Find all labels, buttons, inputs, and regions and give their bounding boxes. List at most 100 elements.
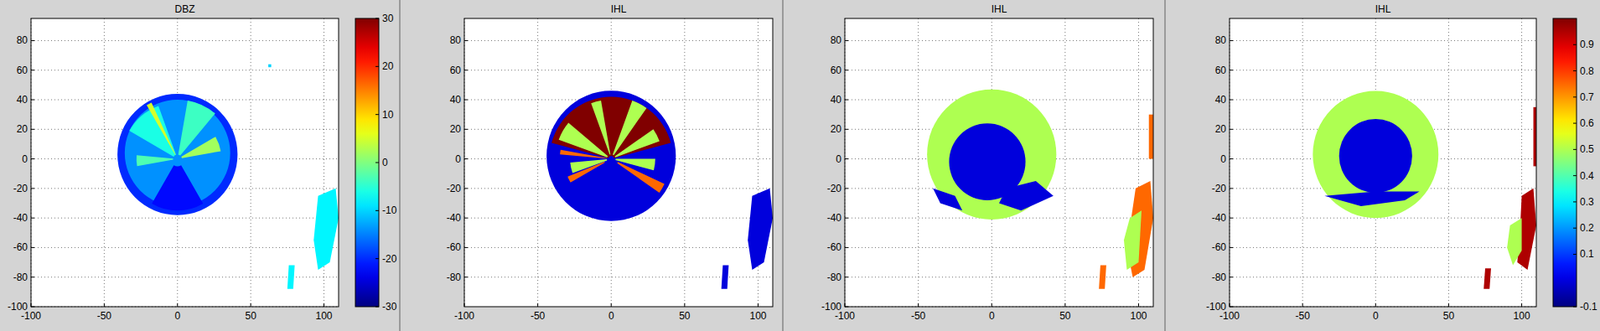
tick — [1229, 247, 1233, 249]
colorbar-tick-label: -20 — [382, 253, 398, 265]
grid-line — [844, 276, 1154, 278]
divider — [781, 0, 784, 331]
colorbar-tick — [1573, 149, 1577, 151]
y-tick-label: 40 — [450, 93, 462, 106]
y-tick-label: 80 — [16, 34, 29, 47]
colorbar-tick-label: 10 — [382, 108, 394, 121]
echo-region — [151, 165, 203, 211]
tick — [31, 306, 35, 308]
y-tick-label: -80 — [446, 271, 462, 284]
tick — [1521, 303, 1523, 307]
echo-region — [1506, 217, 1522, 265]
tick — [250, 303, 252, 307]
tick — [844, 247, 849, 249]
regions — [926, 89, 1154, 290]
x-tick-label: 50 — [1059, 310, 1072, 322]
colorbar-tick — [1573, 306, 1577, 308]
grid-line — [844, 247, 1154, 249]
colorbar-tick — [1573, 70, 1577, 72]
tick — [31, 217, 35, 219]
tick — [1229, 69, 1233, 71]
tick — [464, 69, 468, 71]
y-tick-label: 40 — [16, 93, 29, 106]
regions — [1312, 90, 1537, 289]
y-tick-label: -80 — [13, 271, 29, 284]
tick — [464, 303, 466, 307]
echo-region — [146, 102, 176, 156]
tick — [844, 303, 846, 307]
echo-region — [1533, 107, 1537, 167]
y-tick-label: -20 — [1211, 182, 1228, 195]
x-tick-label: -50 — [97, 310, 113, 322]
colorbar-tick — [1573, 175, 1577, 177]
x-tick-label: 0 — [608, 310, 615, 322]
echo-region — [117, 93, 238, 216]
grid-line — [1302, 18, 1304, 307]
tick — [844, 99, 849, 101]
tick — [844, 129, 849, 130]
x-tick-label: 0 — [174, 310, 181, 322]
y-tick-label: -80 — [1211, 271, 1228, 284]
tick — [844, 217, 849, 219]
grid-line — [464, 69, 773, 71]
colorbar-tick — [1573, 96, 1577, 98]
tick — [1229, 217, 1233, 219]
echo-region — [616, 161, 664, 193]
echo-region — [551, 96, 671, 158]
echo-region — [721, 265, 730, 290]
tick — [464, 99, 468, 101]
tick — [844, 158, 849, 160]
colorbar-tick — [1573, 201, 1577, 202]
y-tick-label: -100 — [1206, 300, 1227, 313]
colorbar-tick-label: 0.5 — [1579, 143, 1595, 156]
echo-region — [567, 161, 605, 183]
x-tick-label: 50 — [244, 310, 257, 322]
axes-frame — [844, 18, 1154, 307]
y-tick-label: -60 — [1211, 241, 1228, 254]
y-tick-label: 60 — [450, 64, 462, 77]
grid-line — [844, 69, 1154, 71]
y-tick-label: 60 — [16, 64, 29, 77]
echo-region — [313, 188, 339, 270]
x-tick-label: 0 — [988, 310, 995, 322]
y-tick-label: 60 — [1215, 64, 1228, 77]
tick — [176, 303, 178, 307]
tick — [464, 217, 468, 219]
colorbar-tick — [375, 306, 379, 308]
background — [0, 0, 1600, 331]
grid-line — [31, 217, 339, 219]
tick — [31, 247, 35, 249]
title: DBZ — [175, 3, 196, 16]
tick — [537, 303, 539, 307]
y-tick-label: -60 — [13, 241, 29, 254]
tick — [464, 158, 468, 160]
title: IHL — [611, 3, 627, 16]
axes-frame — [31, 18, 339, 307]
colorbar-tick-label: 20 — [382, 60, 394, 73]
tick — [31, 276, 35, 278]
grid-line — [844, 40, 1154, 42]
tick — [31, 99, 35, 101]
colorbar-tick — [375, 210, 379, 212]
colorbar-tick — [1573, 227, 1577, 229]
y-tick-label: 40 — [830, 93, 843, 106]
y-tick-label: -20 — [13, 182, 29, 195]
divider — [1164, 0, 1166, 331]
grid-line — [917, 18, 919, 307]
x-tick-label: 100 — [1513, 310, 1531, 322]
x-tick-label: -100 — [454, 310, 475, 322]
tick — [1229, 40, 1233, 42]
tick — [31, 187, 35, 189]
grid-line — [250, 18, 252, 307]
tick — [464, 276, 468, 278]
colorbar-tick — [375, 113, 379, 115]
colorbar-tick-label: 0 — [382, 156, 389, 169]
divider — [398, 0, 401, 331]
regions — [117, 64, 339, 290]
colorbar-tick-label: 0.4 — [1579, 170, 1595, 182]
echo-region — [1312, 90, 1439, 218]
echo-region — [1149, 114, 1154, 160]
echo-region — [999, 181, 1054, 211]
grid-line — [31, 69, 339, 71]
y-tick-label: 40 — [1215, 93, 1228, 106]
